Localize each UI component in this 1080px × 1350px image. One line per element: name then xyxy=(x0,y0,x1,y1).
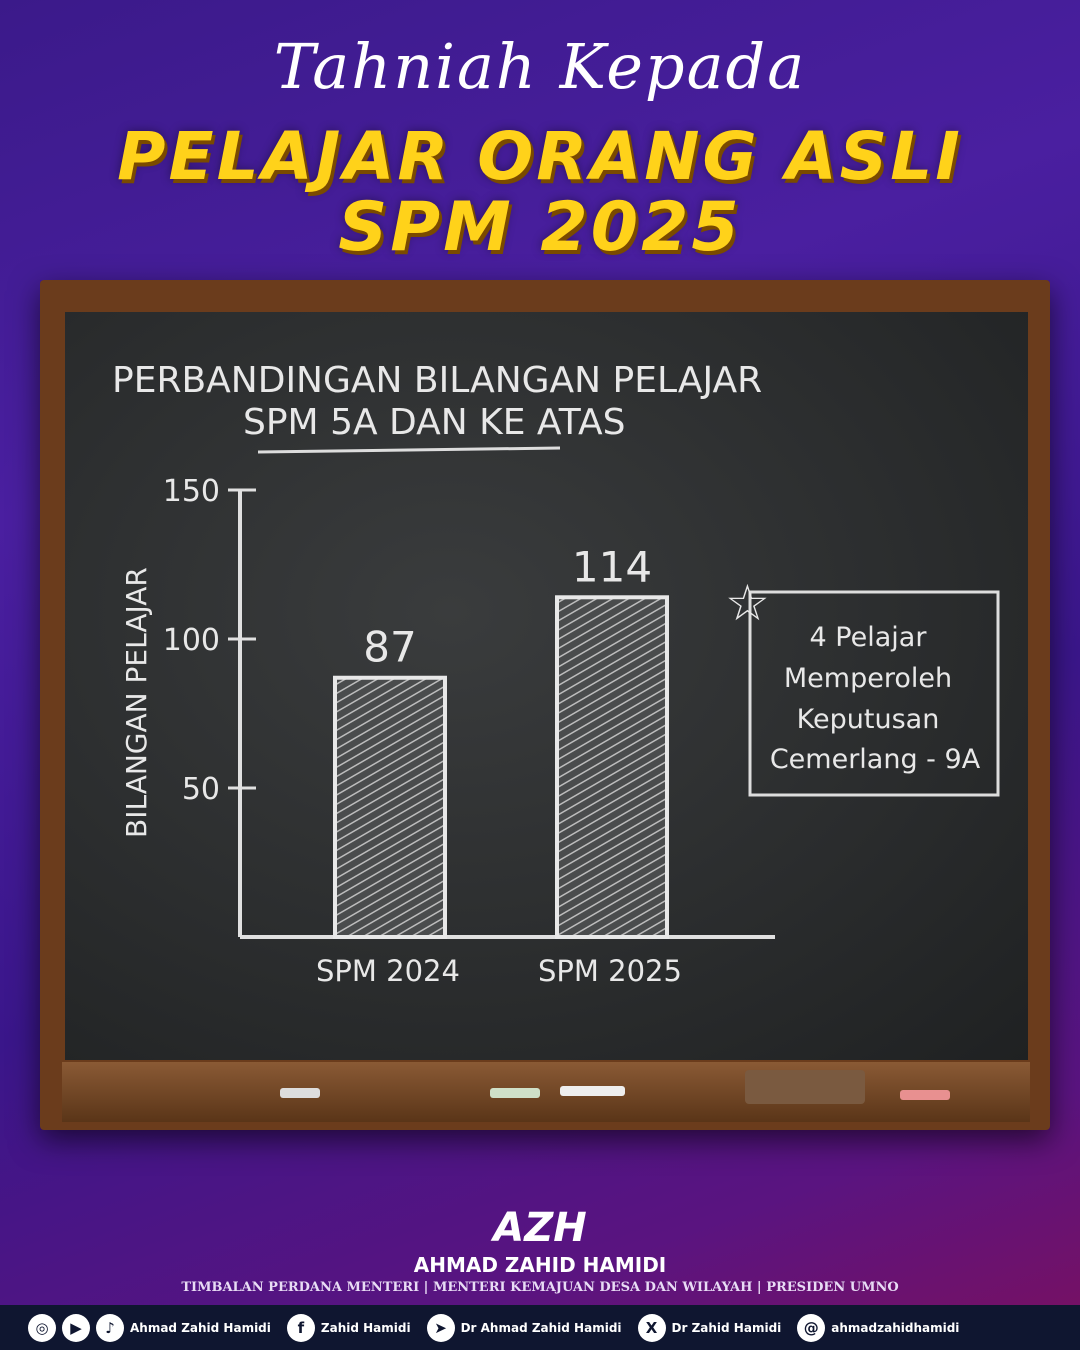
annotation: ☆ 4 Pelajar Memperoleh Keputusan Cemerla… xyxy=(725,574,1000,797)
social-handle[interactable]: Dr Zahid Hamidi xyxy=(671,1320,782,1335)
x-icon[interactable]: X xyxy=(637,1313,666,1342)
chart-subtitle: SPM 5A DAN KE ATAS xyxy=(243,402,625,443)
tiktok-icon[interactable]: ♪ xyxy=(96,1313,124,1342)
chalk-piece xyxy=(280,1088,320,1098)
telegram-icon[interactable]: ➤ xyxy=(426,1313,455,1342)
chalk-piece xyxy=(900,1090,950,1100)
threads-icon[interactable]: @ xyxy=(797,1313,826,1342)
annotation-line: Memperoleh xyxy=(784,663,952,694)
logo: AZH xyxy=(493,1205,587,1251)
chalk-ledge xyxy=(62,1062,1030,1122)
social-handle[interactable]: Ahmad Zahid Hamidi xyxy=(130,1320,271,1335)
chalk-piece xyxy=(490,1088,540,1098)
chart-title: PERBANDINGAN BILANGAN PELAJAR xyxy=(112,360,762,401)
facebook-icon[interactable]: f xyxy=(286,1313,315,1342)
bar xyxy=(555,595,669,940)
header-script: Tahniah Kepada xyxy=(273,30,807,103)
footer-name: AHMAD ZAHID HAMIDI xyxy=(413,1253,667,1277)
eraser xyxy=(745,1070,865,1104)
social-handle[interactable]: Dr Ahmad Zahid Hamidi xyxy=(460,1320,622,1335)
annotation-line: Cemerlang - 9A xyxy=(770,744,981,775)
x-tick-label: SPM 2024 xyxy=(316,954,460,988)
chalk-piece xyxy=(560,1086,625,1096)
footer-roles: TIMBALAN PERDANA MENTERI | MENTERI KEMAJ… xyxy=(181,1280,899,1295)
header-year: SPM 2025 xyxy=(338,188,742,267)
annotation-line: Keputusan xyxy=(797,704,940,735)
bar xyxy=(333,675,447,939)
social-handle[interactable]: ahmadzahidhamidi xyxy=(831,1320,960,1335)
star-icon: ☆ xyxy=(725,574,770,632)
y-tick-label: 150 xyxy=(163,474,220,509)
youtube-icon[interactable]: ▶ xyxy=(62,1313,90,1342)
social-bar: ◎ ▶ ♪ Ahmad Zahid Hamidi f Zahid Hamidi ➤ Dr Ah… xyxy=(0,1305,1080,1350)
y-axis-label: BILANGAN PELAJAR xyxy=(120,567,153,838)
social-handle[interactable]: Zahid Hamidi xyxy=(320,1320,411,1335)
y-tick-label: 50 xyxy=(182,772,220,807)
title-underline xyxy=(257,446,561,454)
y-tick-label: 100 xyxy=(163,623,220,658)
annotation-line: 4 Pelajar xyxy=(810,622,928,653)
x-tick-label: SPM 2025 xyxy=(538,954,682,988)
instagram-icon[interactable]: ◎ xyxy=(28,1313,56,1342)
bar-value-label: 114 xyxy=(572,542,652,591)
header-title: PELAJAR ORANG ASLI xyxy=(117,118,963,195)
bar-value-label: 87 xyxy=(363,623,416,672)
